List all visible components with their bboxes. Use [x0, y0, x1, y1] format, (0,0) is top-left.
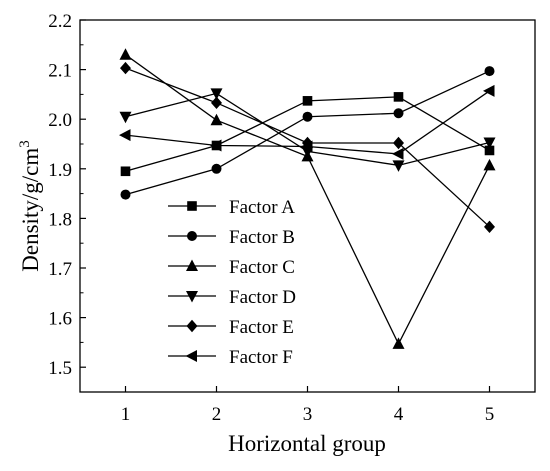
data-point — [393, 92, 404, 102]
legend-label: Factor E — [229, 317, 294, 338]
legend-marker — [185, 350, 197, 362]
x-tick-label: 4 — [394, 404, 404, 425]
data-point — [301, 140, 313, 153]
legend-label: Factor A — [229, 197, 295, 218]
y-tick-label: 1.7 — [48, 259, 72, 280]
legend-marker — [186, 319, 198, 333]
x-tick-label: 3 — [303, 404, 313, 425]
y-tick-label: 2.0 — [48, 110, 72, 131]
data-point — [483, 84, 495, 97]
data-point — [392, 337, 405, 349]
y-tick-label: 1.5 — [48, 358, 72, 379]
x-axis-ticks: 1 2 3 4 5 — [121, 386, 495, 425]
y-tick-label: 1.6 — [48, 309, 72, 330]
y-tick-label: 1.8 — [48, 209, 72, 230]
series-factor-f — [119, 84, 495, 160]
legend-label: Factor B — [229, 227, 295, 248]
data-point — [392, 147, 404, 160]
series-factor-a — [120, 92, 495, 177]
series-factor-b — [120, 66, 495, 200]
data-point — [120, 166, 131, 177]
y-tick-label: 2.1 — [48, 61, 72, 82]
data-point — [484, 145, 495, 156]
data-point — [210, 113, 223, 126]
data-point — [119, 111, 132, 124]
legend-item: Factor B — [168, 227, 295, 248]
x-axis-title: Horizontal group — [228, 431, 386, 456]
x-tick-label: 1 — [121, 404, 131, 425]
legend-item: Factor F — [168, 347, 293, 368]
legend-item: Factor D — [168, 287, 296, 308]
data-point — [302, 96, 313, 106]
data-point — [393, 136, 404, 150]
series-factor-c — [119, 48, 496, 349]
data-point — [484, 220, 495, 234]
legend-label: Factor C — [229, 257, 295, 278]
legend-item: Factor C — [168, 257, 295, 278]
legend-marker — [187, 231, 197, 241]
legend-item: Factor E — [168, 317, 294, 338]
series-factor-d — [119, 88, 496, 172]
series-layer — [119, 48, 496, 349]
data-point — [393, 108, 404, 119]
legend-label: Factor D — [229, 287, 296, 308]
data-point — [210, 88, 223, 100]
legend-marker — [186, 291, 198, 303]
y-axis-title: Density/g/cm3 — [17, 140, 43, 271]
data-point — [211, 96, 222, 110]
legend-item: Factor A — [168, 197, 295, 218]
data-point — [119, 48, 132, 60]
x-tick-label: 2 — [212, 404, 222, 425]
legend-label: Factor F — [229, 347, 293, 368]
series-factor-e — [120, 61, 495, 234]
data-point — [392, 160, 405, 172]
y-axis-ticks: 1.5 1.6 1.7 1.8 1.9 2.0 2.1 2.2 — [48, 11, 86, 379]
data-point — [302, 136, 313, 150]
data-point — [120, 189, 131, 200]
y-tick-label: 2.2 — [48, 11, 72, 32]
data-point — [210, 139, 222, 152]
data-point — [302, 111, 313, 122]
y-tick-label: 1.9 — [48, 160, 72, 181]
legend-marker — [187, 201, 197, 211]
data-point — [120, 61, 131, 75]
legend: Factor A Factor B Factor C Factor D Factor E… — [168, 197, 296, 368]
legend-marker — [186, 259, 198, 271]
data-point — [483, 158, 496, 171]
y-axis-title-superscript: 3 — [17, 140, 33, 148]
data-point — [119, 129, 131, 142]
data-point — [483, 137, 496, 150]
data-point — [211, 163, 222, 174]
data-point — [484, 66, 495, 77]
y-axis-title-text: Density/g/cm — [18, 148, 43, 272]
x-tick-label: 5 — [485, 404, 495, 425]
